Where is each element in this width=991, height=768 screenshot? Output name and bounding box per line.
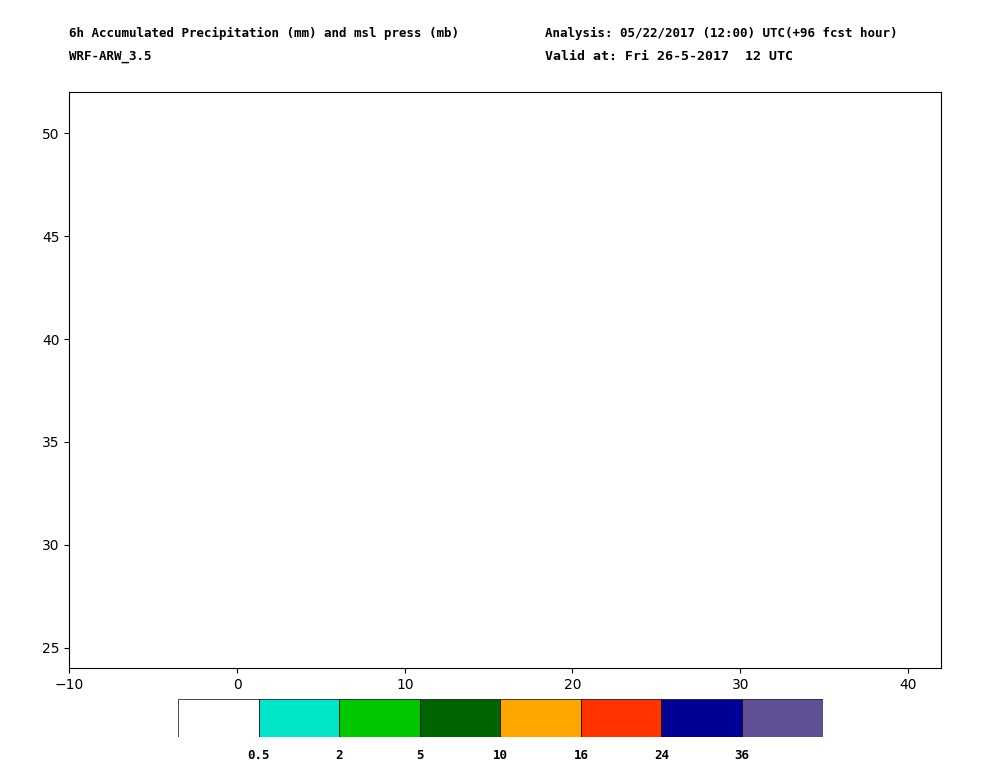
Bar bbox=[662, 699, 742, 737]
Bar bbox=[581, 699, 662, 737]
Bar bbox=[420, 699, 500, 737]
Text: 24: 24 bbox=[654, 749, 669, 762]
Bar bbox=[339, 699, 420, 737]
Text: 36: 36 bbox=[734, 749, 749, 762]
Text: Valid at: Fri 26-5-2017  12 UTC: Valid at: Fri 26-5-2017 12 UTC bbox=[545, 50, 793, 63]
Bar bbox=[500, 699, 581, 737]
Text: Analysis: 05/22/2017 (12:00) UTC(+96 fcst hour): Analysis: 05/22/2017 (12:00) UTC(+96 fcs… bbox=[545, 27, 898, 40]
Bar bbox=[259, 699, 339, 737]
Text: 2: 2 bbox=[336, 749, 343, 762]
Text: 6h Accumulated Precipitation (mm) and msl press (mb): 6h Accumulated Precipitation (mm) and ms… bbox=[69, 27, 460, 40]
Text: 16: 16 bbox=[574, 749, 589, 762]
Text: 0.5: 0.5 bbox=[248, 749, 271, 762]
Text: 10: 10 bbox=[493, 749, 508, 762]
Text: 5: 5 bbox=[416, 749, 424, 762]
Bar bbox=[178, 699, 259, 737]
Text: WRF-ARW_3.5: WRF-ARW_3.5 bbox=[69, 50, 152, 63]
Bar bbox=[742, 699, 823, 737]
